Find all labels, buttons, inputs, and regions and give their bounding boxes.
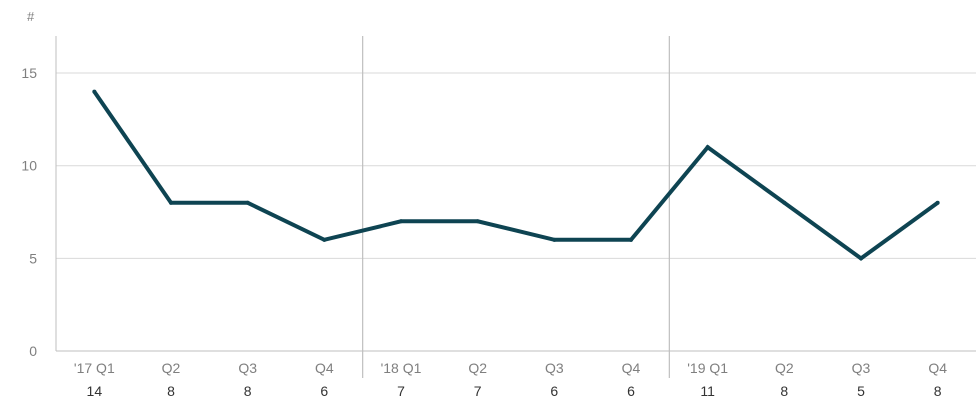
data-label: 6: [320, 383, 328, 399]
data-point: [629, 237, 633, 242]
data-point: [475, 219, 480, 224]
data-label: 11: [700, 383, 715, 399]
x-tick-label: Q2: [162, 360, 181, 376]
data-point: [935, 200, 940, 205]
gridlines: [56, 72, 976, 259]
data-label: 8: [780, 383, 788, 399]
x-tick-label: Q3: [852, 360, 871, 376]
x-tick-labels: '17 Q1 Q2 Q3 Q4 '18 Q1 Q2 Q3 Q4 '19 Q1 Q2 Q3 Q4: [74, 360, 947, 376]
x-tick-label: '17 Q1: [74, 360, 115, 376]
y-tick-label: 10: [21, 158, 37, 174]
data-point: [245, 200, 250, 205]
data-label: 14: [87, 383, 103, 399]
x-tick-label: Q4: [928, 360, 947, 376]
y-tick-labels: 0 5 10 15: [21, 65, 37, 359]
data-point: [399, 219, 403, 224]
data-label: 7: [474, 383, 482, 399]
data-label: 8: [167, 383, 175, 399]
y-tick-label: 0: [29, 343, 37, 359]
data-label: 6: [550, 383, 558, 399]
series: [92, 89, 940, 261]
y-unit-label: #: [27, 9, 35, 24]
x-tick-label: Q3: [545, 360, 564, 376]
data-label: 8: [934, 383, 942, 399]
x-tick-label: Q3: [238, 360, 257, 376]
data-label: 7: [397, 383, 405, 399]
data-point: [705, 145, 710, 150]
data-point: [552, 237, 557, 242]
year-separators: [362, 36, 670, 378]
data-label: 6: [627, 383, 635, 399]
y-tick-label: 5: [29, 250, 37, 266]
x-tick-label: Q2: [468, 360, 487, 376]
data-point: [322, 237, 327, 242]
x-tick-label: Q2: [775, 360, 794, 376]
x-tick-label: '18 Q1: [381, 360, 422, 376]
data-point: [859, 256, 863, 261]
x-tick-label: Q4: [622, 360, 641, 376]
x-tick-label: Q4: [315, 360, 334, 376]
data-labels: 14 8 8 6 7 7 6 6 11 8 5 8: [87, 383, 942, 399]
series-line: [92, 90, 939, 261]
data-point: [782, 200, 787, 205]
x-tick-label: '19 Q1: [687, 360, 728, 376]
y-tick-label: 15: [21, 65, 37, 81]
data-label: 8: [244, 383, 252, 399]
data-point: [169, 200, 173, 205]
data-point: [92, 89, 97, 94]
data-label: 5: [857, 383, 865, 399]
